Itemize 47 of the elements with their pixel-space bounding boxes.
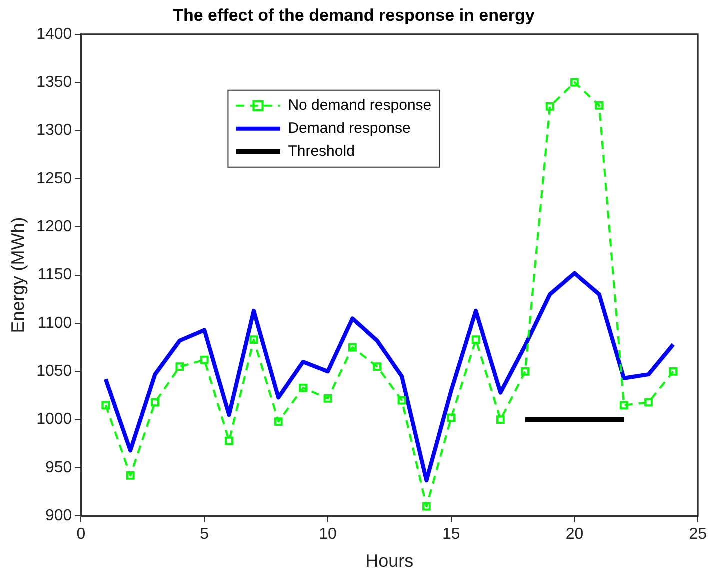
point	[620, 401, 628, 410]
point	[225, 436, 234, 446]
legend-label: Threshold	[288, 143, 355, 160]
x-tick-label: 0	[76, 526, 86, 544]
point	[644, 398, 653, 407]
point	[447, 414, 456, 422]
point	[398, 396, 406, 405]
point	[546, 102, 554, 111]
point	[102, 401, 110, 410]
point	[324, 394, 332, 403]
chart-title: The effect of the demand response in energy	[173, 6, 536, 25]
x-tick-label: 5	[200, 526, 210, 544]
point	[669, 367, 678, 376]
y-tick-label: 1050	[36, 363, 72, 380]
legend-label: No demand response	[288, 97, 432, 114]
point	[176, 362, 184, 372]
x-tick-label: 10	[319, 526, 337, 544]
y-tick-label: 1150	[38, 266, 72, 284]
point	[521, 367, 530, 376]
y-tick-label: 1300	[36, 122, 72, 140]
y-axis-title: Energy (MWh)	[8, 217, 28, 334]
y-tick-label: 1200	[36, 218, 72, 236]
point	[472, 336, 480, 344]
y-tick-label: 1400	[36, 26, 72, 43]
y-tick-label: 1100	[38, 314, 72, 332]
point	[422, 502, 431, 511]
point	[595, 102, 604, 110]
y-tick-label: 1000	[36, 411, 72, 428]
legend-label: Demand response	[288, 120, 411, 138]
x-tick-label: 20	[566, 526, 584, 544]
point	[200, 356, 209, 364]
y-tick-label: 950	[45, 459, 72, 476]
x-tick-label: 15	[442, 526, 460, 544]
point	[348, 343, 357, 352]
y-tick-label: 1250	[36, 170, 72, 188]
point	[151, 398, 160, 407]
point	[250, 336, 258, 344]
point	[496, 416, 505, 424]
x-tick-label: 25	[689, 526, 708, 544]
point	[570, 78, 579, 87]
x-axis-title: Hours	[366, 551, 414, 572]
y-tick-label: 900	[45, 508, 72, 525]
point	[373, 362, 382, 372]
point	[274, 418, 283, 426]
point	[299, 384, 308, 392]
point	[126, 472, 135, 480]
y-tick-label: 1350	[36, 74, 72, 91]
